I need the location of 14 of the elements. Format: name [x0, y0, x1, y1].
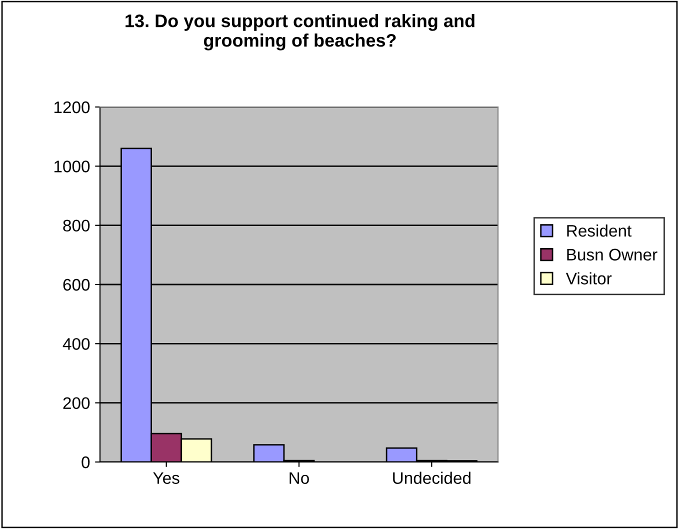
y-tick-label: 200 [63, 397, 90, 410]
chart-title: 13. Do you support continued raking and grooming of beaches? [126, 14, 474, 50]
y-tick-label: 0 [82, 456, 90, 468]
y-tick-label: 1000 [54, 160, 90, 172]
x-tick-label: Undecided [393, 472, 470, 484]
y-tick-label: 1200 [54, 101, 90, 114]
legend-label: Busn Owner [567, 248, 658, 261]
legend-label: Resident [567, 224, 632, 237]
x-tick-label: No [290, 472, 309, 484]
x-tick-label: Yes [153, 472, 180, 484]
y-tick-label: 600 [63, 278, 90, 291]
y-tick-label: 400 [62, 338, 90, 350]
legend-label: Visitor [566, 272, 612, 284]
y-tick-label: 800 [63, 220, 90, 232]
